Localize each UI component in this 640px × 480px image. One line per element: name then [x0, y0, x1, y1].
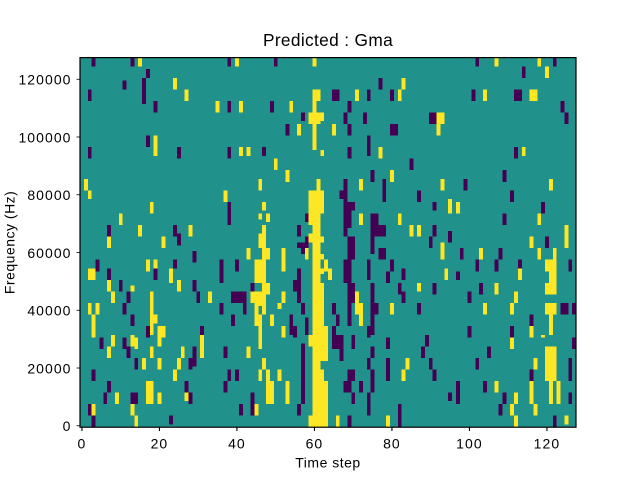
svg-text:0: 0: [63, 418, 72, 434]
svg-text:Frequency (Hz): Frequency (Hz): [2, 191, 18, 294]
svg-text:Time step: Time step: [295, 454, 360, 470]
svg-text:60: 60: [306, 435, 324, 451]
svg-text:40: 40: [228, 435, 246, 451]
svg-text:20: 20: [151, 435, 169, 451]
svg-text:Predicted : Gma: Predicted : Gma: [263, 30, 393, 50]
svg-text:100: 100: [456, 435, 483, 451]
svg-text:80: 80: [383, 435, 401, 451]
svg-text:0: 0: [78, 435, 87, 451]
svg-text:120000: 120000: [18, 72, 71, 88]
svg-text:80000: 80000: [27, 187, 71, 203]
svg-text:40000: 40000: [27, 303, 71, 319]
svg-text:60000: 60000: [27, 245, 71, 261]
svg-text:120: 120: [534, 435, 561, 451]
svg-text:100000: 100000: [18, 129, 71, 145]
svg-text:20000: 20000: [27, 360, 71, 376]
